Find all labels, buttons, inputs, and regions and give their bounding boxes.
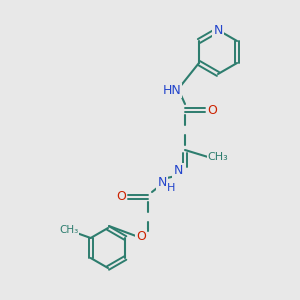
Text: CH₃: CH₃	[208, 152, 228, 162]
Text: N: N	[213, 23, 223, 37]
Text: O: O	[136, 230, 146, 242]
Text: N: N	[173, 164, 183, 176]
Text: N: N	[157, 176, 167, 190]
Text: O: O	[207, 103, 217, 116]
Text: CH₃: CH₃	[59, 225, 78, 235]
Text: H: H	[167, 183, 175, 193]
Text: HN: HN	[163, 83, 182, 97]
Text: O: O	[116, 190, 126, 203]
